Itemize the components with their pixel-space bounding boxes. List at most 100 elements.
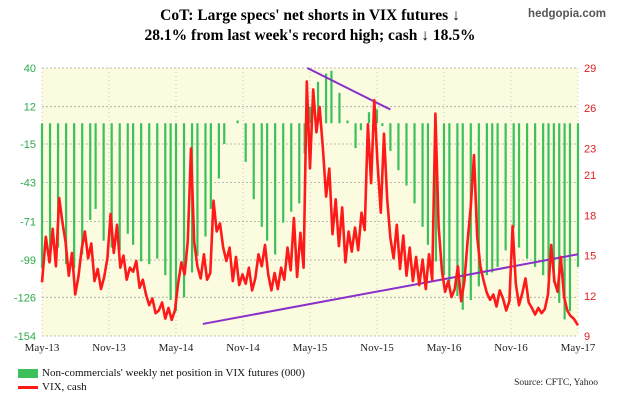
legend-line-swatch <box>18 385 38 389</box>
bar-net-position <box>209 123 212 209</box>
bar-net-position <box>260 123 263 227</box>
right-tick-label: 18 <box>584 210 596 222</box>
bar-net-position <box>434 123 438 262</box>
bar-net-position <box>448 123 451 283</box>
bar-net-position <box>359 123 363 131</box>
bar-net-position <box>456 123 459 296</box>
right-tick-label: 23 <box>584 143 596 155</box>
bar-net-position <box>397 123 400 171</box>
bar-net-position <box>568 123 572 312</box>
bar-net-position <box>298 123 301 204</box>
right-tick-label: 26 <box>584 103 596 115</box>
legend-item-line: VIX, cash <box>18 380 305 394</box>
bar-net-position <box>182 123 186 298</box>
bar-net-position <box>217 123 220 179</box>
bar-net-position <box>330 70 333 124</box>
title-line-1: CoT: Large specs' net shorts in VIX futu… <box>160 7 460 24</box>
bar-net-position <box>338 92 341 124</box>
bar-net-position <box>73 123 76 269</box>
bar-net-position <box>426 123 430 245</box>
bar-net-position <box>244 123 247 162</box>
legend-line-label: VIX, cash <box>42 381 87 393</box>
bar-net-position <box>126 123 129 234</box>
bar-net-position <box>56 123 60 248</box>
right-tick-label: 29 <box>584 63 596 75</box>
bar-net-position <box>512 123 515 229</box>
x-tick-label: Nov-13 <box>92 342 126 354</box>
x-tick-label: May-17 <box>561 342 596 354</box>
bar-net-position <box>110 123 113 248</box>
x-tick-label: May-16 <box>427 342 462 354</box>
legend-bar-label: Non-commercials' weekly net position in … <box>42 367 305 379</box>
bar-net-position <box>324 73 328 124</box>
bar-net-position <box>558 123 561 303</box>
title-line-2: 28.1% from last week's record high; cash… <box>144 27 476 44</box>
left-tick-label: -71 <box>20 216 36 228</box>
bar-net-position <box>547 123 550 278</box>
bar-net-position <box>542 123 545 276</box>
bar-net-position <box>552 123 555 283</box>
bar-net-position <box>405 123 408 186</box>
bar-net-position <box>204 123 207 237</box>
bar-net-position <box>525 123 529 259</box>
left-tick-label: -154 <box>14 331 36 343</box>
left-tick-label: 40 <box>24 63 36 75</box>
brand-label: hedgopia.com <box>528 8 606 20</box>
bar-net-position <box>485 123 488 276</box>
bar-net-position <box>576 123 580 267</box>
legend: Non-commercials' weekly net position in … <box>18 366 305 394</box>
right-tick-label: 9 <box>584 331 590 343</box>
bar-net-position <box>169 123 172 301</box>
bar-net-position <box>316 81 320 124</box>
bar-net-position <box>89 123 92 220</box>
bar-net-position <box>477 123 480 287</box>
bar-net-position <box>174 123 178 312</box>
bar-net-position <box>140 123 143 262</box>
bar-net-position <box>40 123 44 269</box>
left-tick-label: -99 <box>20 255 36 267</box>
chart-title: CoT: Large specs' net shorts in VIX futu… <box>0 6 620 46</box>
x-tick-label: May-14 <box>159 342 194 354</box>
bar-net-position <box>375 109 379 124</box>
left-tick-label: 12 <box>24 102 36 114</box>
source-note: Source: CFTC, Yahoo <box>514 378 598 388</box>
bar-net-position <box>354 123 357 149</box>
x-tick-label: Nov-15 <box>360 342 394 354</box>
bar-net-position <box>156 123 159 259</box>
bar-net-position <box>48 123 52 262</box>
bar-net-position <box>148 123 151 265</box>
bar-net-position <box>381 123 384 127</box>
right-tick-label: 15 <box>584 251 596 263</box>
bar-net-position <box>196 123 199 256</box>
bar-net-position <box>496 123 499 267</box>
bar-net-position <box>81 123 84 255</box>
bar-net-position <box>461 123 464 310</box>
right-tick-label: 12 <box>584 291 596 303</box>
bar-net-position <box>421 123 424 227</box>
bar-net-position <box>118 123 121 251</box>
bar-net-position <box>252 123 255 200</box>
legend-item-bars: Non-commercials' weekly net position in … <box>18 366 305 380</box>
bar-net-position <box>389 123 392 151</box>
bar-net-position <box>367 112 371 124</box>
x-tick-label: Nov-14 <box>226 342 260 354</box>
bar-net-position <box>164 123 167 276</box>
bar-net-position <box>65 123 68 265</box>
bar-net-position <box>346 120 349 124</box>
bar-net-position <box>517 123 521 248</box>
bar-net-position <box>94 123 97 209</box>
left-tick-label: -15 <box>20 139 36 151</box>
resistance-trendline <box>306 67 391 111</box>
left-tick-label: -43 <box>20 178 36 190</box>
bar-net-position <box>534 123 537 267</box>
bar-net-position <box>223 123 226 144</box>
legend-bar-swatch <box>18 368 38 378</box>
bar-net-position <box>563 123 566 320</box>
x-tick-label: May-13 <box>25 342 60 354</box>
bar-net-position <box>236 120 239 124</box>
x-tick-label: Nov-16 <box>494 342 528 354</box>
bar-net-position <box>282 123 285 223</box>
bar-net-position <box>132 123 135 245</box>
bar-net-position <box>491 123 494 273</box>
